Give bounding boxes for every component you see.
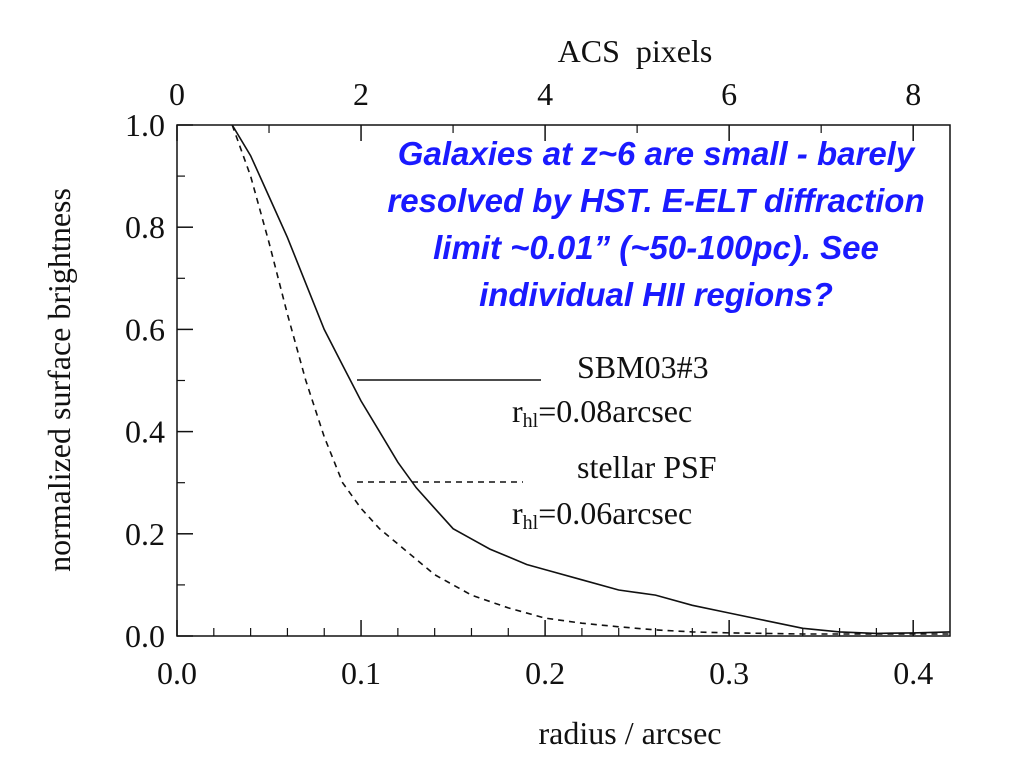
legend-detail-sbm03-suffix: =0.08arcsec	[538, 393, 692, 429]
y-tick-label: 0.2	[125, 516, 165, 552]
legend-detail-psf-suffix: =0.06arcsec	[538, 495, 692, 531]
y-tick-label: 0.4	[125, 414, 165, 450]
series-group	[231, 124, 951, 635]
annotation-text: Galaxies at z~6 are small - barely resol…	[296, 130, 1016, 318]
top-tick-label: 4	[537, 76, 553, 112]
y-tick-label: 0.0	[125, 618, 165, 654]
top-tick-label: 6	[721, 76, 737, 112]
annotation-line: resolved by HST. E-ELT diffraction	[387, 182, 925, 219]
y-tick-label: 0.8	[125, 209, 165, 245]
top-tick-label: 2	[353, 76, 369, 112]
legend-detail-sbm03-sub: hl	[523, 410, 539, 432]
series-line-sbm03	[231, 124, 951, 635]
x-tick-label: 0.0	[157, 655, 197, 691]
x-tick-label: 0.1	[341, 655, 381, 691]
y-axis-title: normalized surface brightness	[41, 188, 77, 572]
legend-detail-psf: rhl=0.06arcsec	[512, 495, 692, 534]
legend-label-psf: stellar PSF	[577, 449, 717, 485]
annotation-line: individual HII regions?	[479, 276, 833, 313]
legend-detail-psf-prefix: r	[512, 495, 523, 531]
legend-detail-sbm03-prefix: r	[512, 393, 523, 429]
x-tick-label: 0.3	[709, 655, 749, 691]
y-tick-label: 0.6	[125, 311, 165, 347]
x-tick-label: 0.2	[525, 655, 565, 691]
top-axis-title: ACS pixels	[558, 33, 713, 69]
y-tick-label: 1.0	[125, 107, 165, 143]
series-line-psf	[231, 124, 950, 635]
axes-group: 0.0 0.1 0.2 0.3 0.4 0.0 0.2 0.4 0.6 0.8 1.00 2 4 6 8	[125, 76, 933, 691]
top-tick-label: 0	[169, 76, 185, 112]
legend-detail-psf-sub: hl	[523, 512, 539, 534]
x-tick-label: 0.4	[893, 655, 933, 691]
x-axis-title: radius / arcsec	[538, 715, 721, 751]
annotation-line: Galaxies at z~6 are small - barely	[397, 135, 915, 172]
annotation-line: limit ~0.01” (~50-100pc). See	[433, 229, 879, 266]
top-tick-label: 8	[905, 76, 921, 112]
legend-detail-sbm03: rhl=0.08arcsec	[512, 393, 692, 432]
legend-label-sbm03: SBM03#3	[577, 349, 709, 385]
